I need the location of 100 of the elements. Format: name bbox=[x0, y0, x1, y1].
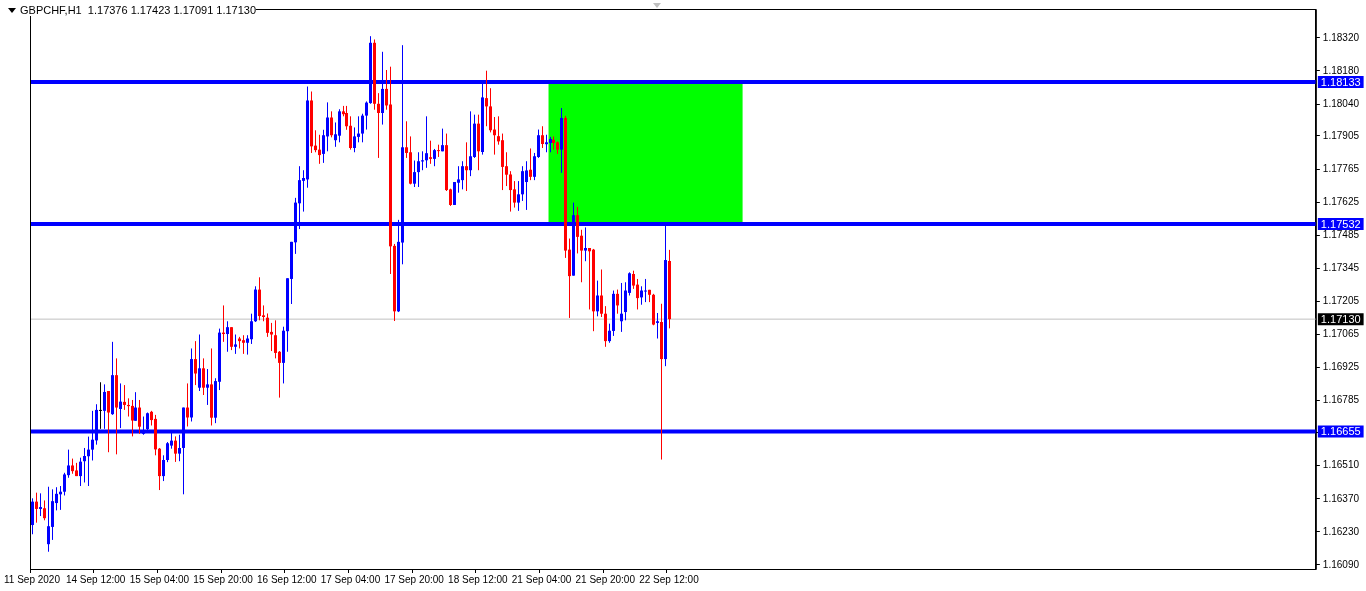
candlestick bbox=[353, 126, 356, 153]
candlestick bbox=[194, 340, 197, 386]
y-tick-label: 1.17205 bbox=[1322, 295, 1360, 307]
y-tick-label: 1.17485 bbox=[1322, 228, 1360, 240]
candlestick bbox=[202, 357, 205, 396]
x-tick-label: 22 Sep 12:00 bbox=[639, 573, 700, 585]
candlestick bbox=[250, 313, 253, 345]
candlestick bbox=[47, 486, 50, 553]
candlestick bbox=[588, 247, 591, 310]
candlestick bbox=[616, 289, 619, 315]
candlestick bbox=[123, 384, 126, 411]
candlestick bbox=[138, 399, 141, 435]
candlestick bbox=[186, 382, 189, 427]
candlestick bbox=[79, 457, 82, 487]
y-tick-label: 1.17345 bbox=[1322, 262, 1360, 274]
chart-title: GBPCHF,H1 1.17376 1.17423 1.17091 1.17130 bbox=[20, 4, 257, 16]
ref-line-label: 1.18133 bbox=[1320, 75, 1361, 88]
candlestick bbox=[326, 101, 329, 152]
candlestick bbox=[166, 441, 169, 463]
candlestick bbox=[39, 492, 42, 517]
candlestick bbox=[107, 390, 110, 453]
x-tick-label: 15 Sep 04:00 bbox=[129, 573, 190, 585]
candlestick bbox=[413, 160, 416, 188]
candlestick bbox=[644, 278, 647, 303]
candlestick bbox=[361, 113, 364, 143]
y-tick-label: 1.16230 bbox=[1322, 525, 1360, 537]
candlestick bbox=[596, 280, 599, 317]
candlestick bbox=[234, 334, 237, 355]
x-tick-label: 18 Sep 12:00 bbox=[448, 573, 509, 585]
candlestick bbox=[134, 391, 137, 422]
candlestick bbox=[131, 399, 134, 437]
x-tick-label: 15 Sep 20:00 bbox=[193, 573, 254, 585]
x-tick-label: 21 Sep 04:00 bbox=[511, 573, 572, 585]
y-tick-label: 1.17765 bbox=[1322, 162, 1360, 174]
candlestick bbox=[230, 326, 233, 351]
candlestick bbox=[35, 492, 38, 524]
candlestick bbox=[365, 100, 368, 131]
y-tick-label: 1.18320 bbox=[1322, 31, 1360, 43]
x-tick-label: 11 Sep 2020 bbox=[4, 573, 61, 585]
candlestick bbox=[489, 87, 492, 133]
y-tick-label: 1.16925 bbox=[1322, 361, 1360, 373]
candlestick bbox=[437, 144, 440, 158]
candlestick bbox=[206, 368, 209, 406]
candlestick bbox=[349, 115, 352, 151]
candlestick bbox=[314, 129, 317, 153]
candlestick bbox=[521, 165, 524, 202]
candlestick bbox=[425, 115, 428, 169]
candlestick bbox=[385, 69, 388, 111]
candlestick bbox=[99, 381, 102, 430]
candlestick bbox=[43, 499, 46, 521]
x-tick-label: 17 Sep 20:00 bbox=[384, 573, 445, 585]
candlestick bbox=[274, 319, 277, 359]
y-tick-label: 1.16090 bbox=[1322, 558, 1360, 570]
candlestick bbox=[83, 447, 86, 483]
y-tick-label: 1.17905 bbox=[1322, 129, 1360, 141]
candlestick bbox=[608, 323, 611, 344]
candlestick bbox=[318, 134, 321, 165]
candlestick bbox=[529, 147, 532, 181]
y-tick-label: 1.16370 bbox=[1322, 492, 1360, 504]
candlestick bbox=[469, 110, 472, 177]
candlestick bbox=[485, 70, 488, 127]
candlestick bbox=[266, 312, 269, 338]
candlestick bbox=[377, 92, 380, 159]
y-tick-label: 1.18040 bbox=[1322, 97, 1360, 109]
y-tick-label: 1.18180 bbox=[1322, 64, 1360, 76]
y-tick-label: 1.16785 bbox=[1322, 394, 1360, 406]
candlestick bbox=[429, 140, 432, 165]
x-tick-label: 17 Sep 04:00 bbox=[320, 573, 381, 585]
candlestick bbox=[517, 180, 520, 212]
candlestick bbox=[525, 160, 528, 211]
candlestick bbox=[31, 497, 34, 535]
candlestick bbox=[636, 278, 639, 310]
x-tick-label: 21 Sep 20:00 bbox=[575, 573, 636, 585]
candlestick bbox=[417, 151, 420, 188]
x-tick-label: 14 Sep 12:00 bbox=[65, 573, 126, 585]
ref-line-label: 1.17532 bbox=[1320, 217, 1361, 230]
candlestick bbox=[246, 334, 249, 356]
candlestick bbox=[330, 110, 333, 138]
candlestick bbox=[656, 312, 659, 340]
candlestick bbox=[576, 206, 579, 254]
candlestick bbox=[600, 269, 603, 318]
candlestick bbox=[465, 141, 468, 192]
candlestick bbox=[242, 334, 245, 355]
candlestick bbox=[620, 282, 623, 333]
y-tick-label: 1.17625 bbox=[1322, 195, 1360, 207]
candlestick bbox=[461, 160, 464, 190]
candlestick bbox=[162, 454, 165, 482]
candlestick bbox=[270, 322, 273, 352]
candlestick bbox=[509, 170, 512, 213]
candlestick bbox=[178, 434, 181, 462]
candlestick bbox=[174, 435, 177, 463]
ref-line-label: 1.16655 bbox=[1320, 424, 1361, 437]
candlestick bbox=[198, 334, 201, 392]
candlestick bbox=[541, 125, 544, 149]
y-tick-label: 1.17065 bbox=[1322, 328, 1360, 340]
ref-line-label: 1.17130 bbox=[1320, 312, 1361, 325]
y-tick-label: 1.16510 bbox=[1322, 459, 1360, 471]
x-tick-label: 16 Sep 12:00 bbox=[257, 573, 317, 585]
candlestick bbox=[87, 436, 90, 487]
candlestick bbox=[226, 320, 229, 353]
